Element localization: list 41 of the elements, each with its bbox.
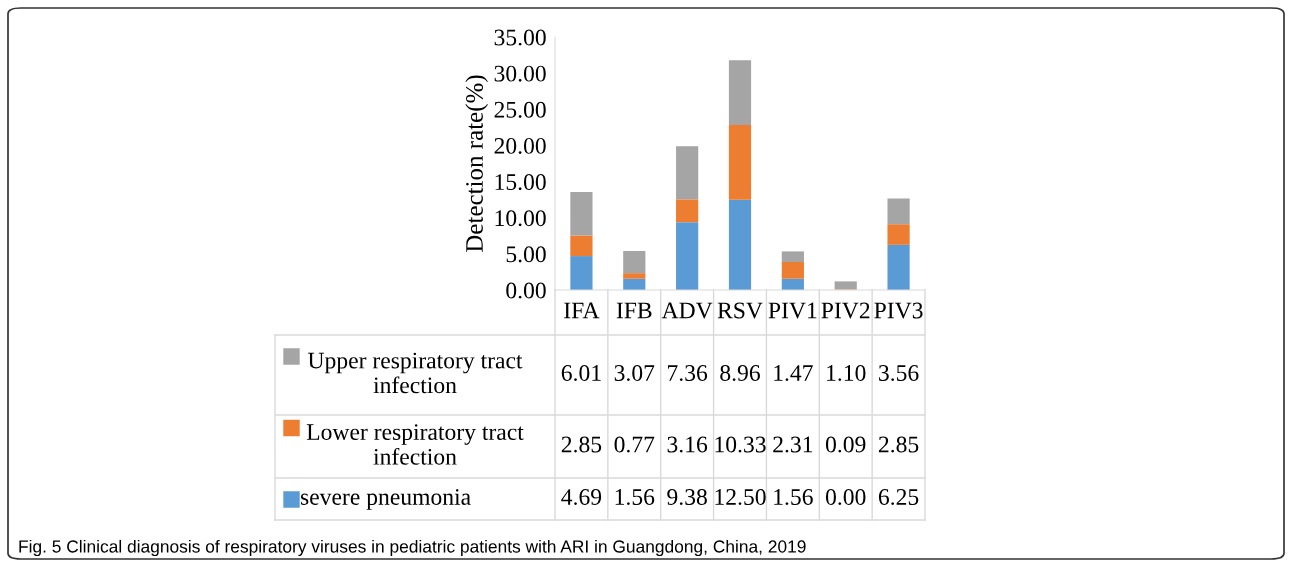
data-label: 1.56 [774, 489, 813, 506]
x-tick-label: PIV2 [821, 302, 870, 319]
data-label: 2.31 [773, 436, 813, 453]
data-label: 0.00 [825, 488, 866, 506]
x-tick-label: IFA [564, 302, 600, 319]
data-label: 6.01 [561, 364, 601, 382]
x-tick-label: PIV1 [768, 302, 817, 319]
legend-label: Upper respiratory tract infection [307, 352, 523, 394]
y-axis-title: Detection rate(%) [465, 75, 488, 252]
data-label: 2.85 [561, 436, 602, 453]
data-label: 8.96 [720, 364, 760, 382]
y-tick-label: 10.00 [495, 210, 546, 227]
legend-label: severe pneumonia [300, 489, 471, 510]
data-label: 0.77 [614, 436, 655, 453]
data-label: 1.47 [774, 365, 813, 382]
y-tick-label: 5.00 [506, 246, 546, 263]
data-label: 2.85 [878, 436, 919, 453]
y-tick-label: 0.00 [506, 282, 546, 299]
data-label: 3.07 [614, 364, 655, 382]
x-tick-label: IFB [616, 302, 652, 319]
caption: Fig. 5 Clinical diagnosis of respiratory viruses in pediatric patients with ARI in Guangdong, China, 2019 [19, 539, 806, 557]
data-label: 1.56 [615, 489, 655, 506]
x-tick-label: RSV [717, 302, 763, 319]
x-tick-label: ADV [661, 302, 713, 319]
data-label: 10.33 [715, 436, 766, 453]
data-label: 7.36 [668, 365, 708, 382]
y-tick-label: 30.00 [494, 65, 546, 82]
legend-label: Lower respiratory tract infection [306, 424, 524, 465]
data-label: 6.25 [878, 489, 919, 506]
data-label: 3.16 [667, 436, 708, 453]
x-tick-label: PIV3 [874, 302, 923, 319]
data-label: 0.09 [825, 436, 866, 453]
data-label: 1.10 [827, 364, 866, 382]
data-label: 4.69 [561, 489, 602, 506]
y-tick-label: 25.00 [494, 101, 546, 118]
data-label: 9.38 [667, 488, 707, 506]
y-tick-label: 35.00 [494, 29, 546, 46]
y-tick-label: 20.00 [494, 137, 546, 154]
data-label: 3.56 [879, 365, 919, 382]
data-label: 12.50 [715, 488, 766, 506]
y-tick-label: 15.00 [495, 174, 546, 191]
